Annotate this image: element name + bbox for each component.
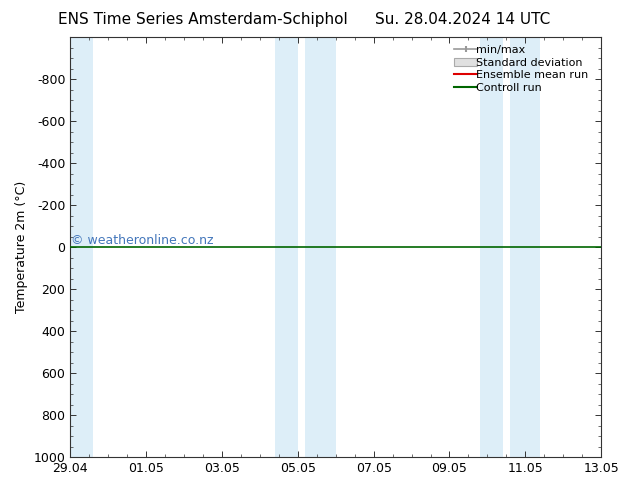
Text: © weatheronline.co.nz: © weatheronline.co.nz (70, 234, 213, 247)
Legend: min/max, Standard deviation, Ensemble mean run, Controll run: min/max, Standard deviation, Ensemble me… (450, 40, 598, 98)
Text: Su. 28.04.2024 14 UTC: Su. 28.04.2024 14 UTC (375, 12, 550, 27)
Bar (480, 37, 503, 457)
Bar (70, 37, 93, 457)
Bar (306, 37, 336, 457)
Y-axis label: Temperature 2m (°C): Temperature 2m (°C) (15, 181, 28, 313)
Bar (275, 37, 298, 457)
Bar (510, 37, 540, 457)
Text: ENS Time Series Amsterdam-Schiphol: ENS Time Series Amsterdam-Schiphol (58, 12, 348, 27)
